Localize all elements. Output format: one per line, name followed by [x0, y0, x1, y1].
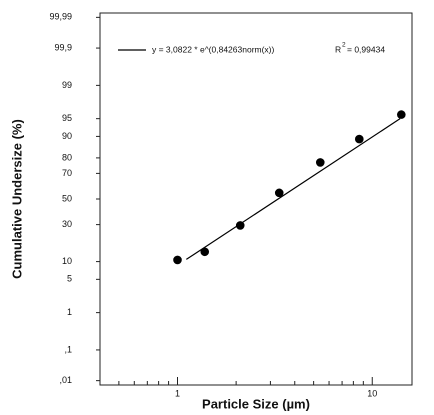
r2-value: = 0,99434 — [347, 44, 385, 54]
y-tick-label: 1 — [67, 307, 72, 317]
y-tick-label: ,01 — [59, 375, 72, 385]
data-point — [315, 158, 325, 167]
x-axis-title: Particle Size (µm) — [202, 396, 310, 411]
data-point — [354, 134, 364, 144]
data-point — [200, 247, 210, 257]
data-point — [274, 188, 284, 198]
r2-superscript: 2 — [342, 42, 346, 49]
y-tick-label: ,1 — [64, 344, 72, 354]
plot-frame — [99, 12, 413, 386]
x-tick-label: 10 — [367, 388, 377, 398]
y-tick-label: 99,9 — [54, 42, 72, 52]
x-tick-label: 1 — [175, 388, 180, 398]
y-tick-label: 30 — [62, 219, 72, 229]
data-point — [173, 255, 182, 265]
fit-line — [185, 118, 401, 260]
y-tick-label: 80 — [62, 152, 72, 162]
r2-label: R — [335, 44, 341, 54]
y-tick-label: 10 — [62, 256, 72, 266]
data-point — [397, 110, 406, 119]
y-tick-label: 99,99 — [49, 12, 72, 22]
y-tick-label: 90 — [62, 131, 72, 141]
y-tick-label: 5 — [67, 274, 72, 284]
y-axis-title: Cumulative Undersize (%) — [9, 119, 24, 279]
data-point — [235, 221, 245, 230]
y-tick-label: 99 — [62, 80, 72, 90]
legend-label: y = 3,0822 * e^(0,84263norm(x)) — [152, 44, 275, 54]
y-tick-label: 70 — [62, 168, 72, 178]
y-tick-label: 50 — [62, 193, 72, 203]
y-tick-label: 95 — [62, 113, 72, 123]
